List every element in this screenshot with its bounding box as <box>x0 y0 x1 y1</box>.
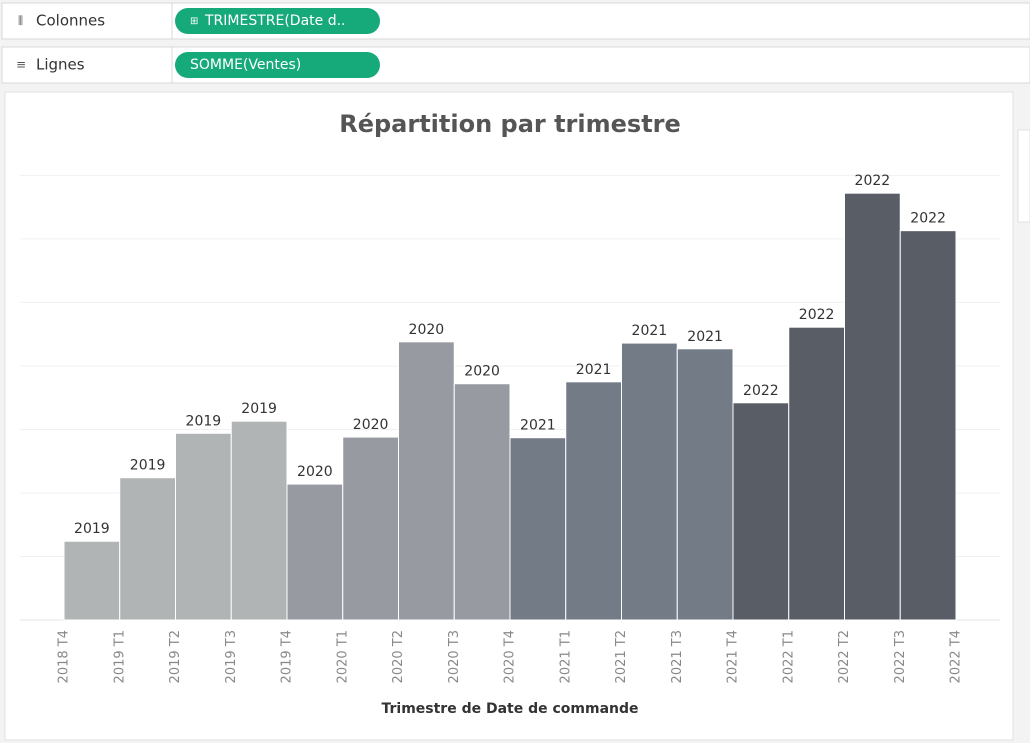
x-tick-label: 2020 T2 <box>391 630 406 683</box>
bar <box>342 436 399 621</box>
x-tick-label: 2020 T4 <box>503 630 518 683</box>
bar-label: 2022 <box>910 211 946 227</box>
columns-label: Colonnes <box>36 12 105 30</box>
bar <box>286 483 344 621</box>
columns-pill[interactable] <box>175 8 380 34</box>
x-tick-label: 2020 T1 <box>335 630 350 683</box>
x-tick-label: 2018 T4 <box>57 630 72 683</box>
x-tick-label: 2021 T4 <box>726 630 741 683</box>
rows-pill-text[interactable]: SOMME(Ventes) <box>190 57 301 73</box>
x-tick-label: 2022 T1 <box>781 630 796 683</box>
bar-label: 2020 <box>353 417 389 433</box>
pill-icon: ⊞ <box>190 16 198 27</box>
x-tick-label: 2020 T3 <box>447 630 462 683</box>
bar <box>732 402 790 621</box>
chart-title: Répartition par trimestre <box>339 110 681 138</box>
bar-label: 2021 <box>576 362 612 378</box>
bar <box>230 420 288 621</box>
bar-label: 2021 <box>520 418 556 434</box>
bar <box>63 540 121 621</box>
bar <box>119 477 176 621</box>
bar-label: 2021 <box>632 323 668 339</box>
bar-label: 2019 <box>74 521 110 537</box>
bar <box>565 381 622 621</box>
bar-label: 2021 <box>687 329 723 345</box>
bar-label: 2020 <box>464 364 500 380</box>
x-tick-label: 2019 T3 <box>224 630 239 683</box>
columns-icon: ⫼ <box>18 14 23 27</box>
bar-label: 2020 <box>409 322 445 338</box>
x-tick-label: 2019 T4 <box>280 630 295 683</box>
bar-label: 2022 <box>743 383 779 399</box>
bar-label: 2019 <box>186 413 222 429</box>
rows-pill[interactable] <box>175 52 380 78</box>
bar <box>899 230 957 621</box>
x-tick-label: 2021 T2 <box>614 630 629 683</box>
x-tick-label: 2022 T2 <box>837 630 852 683</box>
x-tick-label: 2022 T4 <box>949 630 964 683</box>
columns-pill-text[interactable]: TRIMESTRE(Date d.. <box>204 13 346 29</box>
bar-label: 2019 <box>241 401 277 417</box>
bar <box>621 342 678 621</box>
bar <box>788 326 845 621</box>
legend-stub <box>1017 129 1030 223</box>
x-tick-label: 2019 T2 <box>168 630 183 683</box>
x-axis-title: Trimestre de Date de commande <box>381 701 638 717</box>
rows-icon: ≡ <box>16 58 26 72</box>
bar-label: 2020 <box>297 464 333 480</box>
x-tick-label: 2021 T1 <box>558 630 573 683</box>
bar-label: 2022 <box>855 173 891 189</box>
bar <box>453 383 511 621</box>
x-tick-label: 2022 T3 <box>893 630 908 683</box>
bar <box>844 192 901 621</box>
x-tick-label: 2021 T3 <box>670 630 685 683</box>
rows-label: Lignes <box>36 56 85 74</box>
bar <box>676 348 734 621</box>
bar <box>175 432 232 621</box>
bar-label: 2022 <box>799 307 835 323</box>
rows-shelf <box>1 46 1030 84</box>
plot: 2018 T4 2019 T1 2019 T2 2019 T3 2019 T4 2020 … <box>20 173 1000 683</box>
x-tick-label: 2019 T1 <box>112 630 127 683</box>
bar <box>398 341 455 621</box>
columns-shelf <box>1 2 1030 40</box>
bar-label: 2019 <box>130 458 166 474</box>
bar <box>509 437 567 621</box>
